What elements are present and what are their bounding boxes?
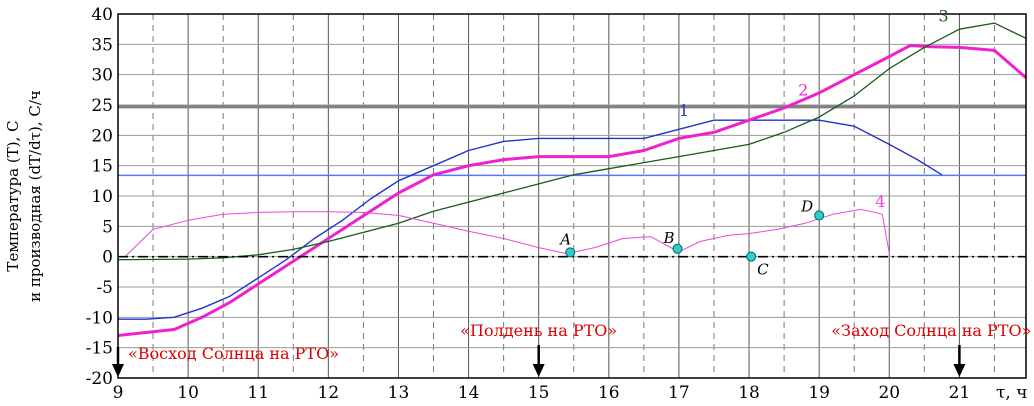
y-tick-label: -20	[86, 369, 113, 389]
y-tick-label: 20	[91, 126, 113, 146]
series-label-3: 3	[938, 6, 948, 25]
y-tick-label: 0	[102, 248, 113, 268]
x-tick-label: 13	[388, 383, 410, 403]
x-tick-label: 18	[738, 383, 760, 403]
y-tick-labels: -20 -15 -10 -5 0 5 10 15 20 25 30 35 40	[86, 5, 113, 389]
series-label-1: 1	[679, 101, 689, 120]
point-D	[814, 210, 825, 221]
point-C	[746, 251, 757, 262]
x-tick-label: 11	[247, 383, 269, 403]
series-line-3	[117, 22, 1027, 261]
x-tick-label: 21	[949, 383, 971, 403]
series-line-1	[118, 119, 943, 320]
point-B	[672, 243, 683, 254]
point-label-B: B	[663, 229, 675, 247]
x-tick-labels: 9 10 11 12 13 14 15 16 17 18 19 20 21	[113, 383, 971, 403]
y-tick-label: 10	[91, 187, 113, 207]
point-label-A: A	[558, 230, 571, 248]
y-tick-label: 15	[91, 157, 113, 177]
x-tick-label: 20	[878, 383, 900, 403]
annotations: «Восход Солнца на РТО» «Полдень на РТО» «З…	[112, 321, 1031, 377]
annotation-text: «Восход Солнца на РТО»	[128, 344, 339, 363]
x-tick-label: 10	[177, 383, 199, 403]
reference-lines	[118, 105, 1026, 177]
series-lines	[117, 22, 1027, 337]
y-tick-label: -5	[96, 278, 113, 298]
series-label-2: 2	[798, 80, 808, 99]
point-A	[565, 247, 576, 258]
grid	[118, 14, 1026, 378]
series-label-4: 4	[875, 192, 885, 211]
marked-points: A B C D	[558, 197, 825, 279]
annotation-text: «Заход Солнца на РТО»	[831, 321, 1031, 340]
series-line-2	[117, 44, 1027, 337]
y-tick-label: -15	[86, 339, 113, 359]
x-axis-label: τ, ч	[996, 383, 1027, 403]
plot-frame	[117, 13, 1027, 379]
annotation-arrowhead	[532, 364, 545, 377]
x-tick-label: 19	[808, 383, 830, 403]
x-tick-label: 16	[598, 383, 620, 403]
x-tick-label: 9	[113, 383, 124, 403]
y-axis-label-line2: и производная (dT/dτ), С/ч	[26, 90, 44, 302]
series-line-4	[124, 208, 890, 258]
x-tick-label: 15	[528, 383, 550, 403]
point-label-D: D	[800, 197, 813, 215]
series-labels: 1 2 3 4	[679, 6, 949, 211]
x-tick-label: 14	[458, 383, 480, 403]
point-label-C: C	[757, 261, 769, 279]
annotation-text: «Полдень на РТО»	[460, 321, 617, 340]
y-tick-label: 25	[91, 96, 113, 116]
x-tick-label: 17	[668, 383, 690, 403]
y-tick-label: 30	[91, 66, 113, 86]
y-tick-label: 40	[91, 5, 113, 25]
annotation-arrowhead	[953, 364, 966, 377]
y-tick-label: 5	[102, 217, 113, 237]
x-tick-label: 12	[318, 383, 340, 403]
y-axis-label-line1: Температура (T), С	[4, 120, 22, 271]
annotation-arrowhead	[112, 364, 124, 377]
y-tick-label: -10	[86, 308, 113, 328]
y-tick-label: 35	[91, 35, 113, 55]
